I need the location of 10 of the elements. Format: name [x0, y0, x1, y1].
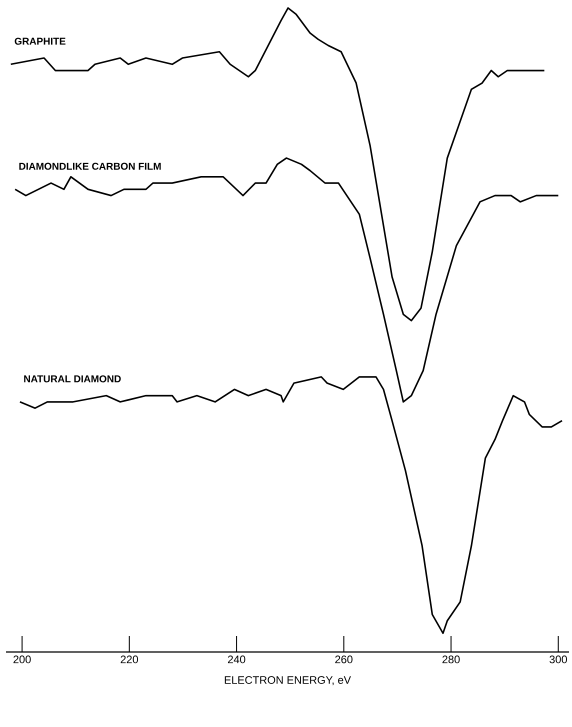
x-tick-label: 300 [550, 656, 567, 664]
x-tick-label: 220 [120, 656, 138, 664]
x-tick-label: 240 [228, 656, 246, 664]
series-label: GRAPHITE [14, 38, 66, 45]
x-axis-title: ELECTRON ENERGY, eV [224, 676, 351, 686]
series-label: NATURAL DIAMOND [24, 375, 121, 382]
x-tick-label: 200 [13, 656, 31, 664]
x-tick-label: 260 [335, 656, 353, 664]
series-label: DIAMONDLIKE CARBON FILM [19, 162, 161, 170]
x-tick-label: 280 [442, 656, 460, 664]
